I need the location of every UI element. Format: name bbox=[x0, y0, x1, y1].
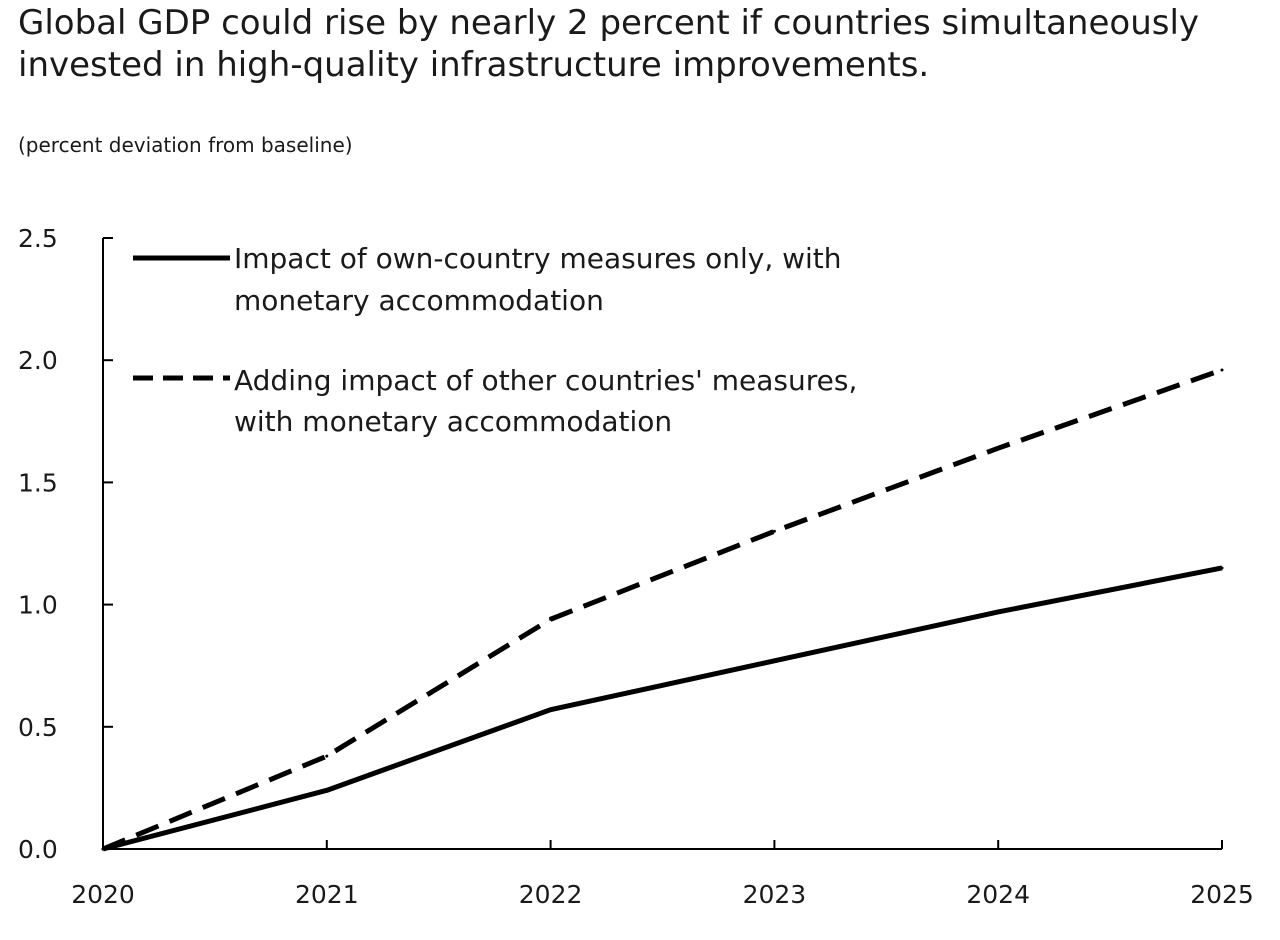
series-2-point bbox=[549, 617, 553, 621]
chart-series bbox=[101, 367, 1224, 852]
series-2-point bbox=[996, 446, 1000, 450]
x-tick-label: 2025 bbox=[1190, 880, 1254, 909]
series-2-point bbox=[325, 754, 329, 758]
series-line-2 bbox=[102, 367, 1223, 852]
series-1-point bbox=[1220, 566, 1224, 570]
x-tick-label: 2021 bbox=[295, 880, 359, 909]
legend-label-2: Adding impact of other countries' measur… bbox=[234, 364, 857, 397]
y-tick-label: 2.5 bbox=[18, 224, 58, 253]
series-1-point bbox=[996, 610, 1000, 614]
series-2-point bbox=[101, 847, 105, 851]
y-tick-label: 1.5 bbox=[18, 468, 58, 497]
chart-axes: 0.0 0.5 1.0 1.5 2.0 2.5 2020 2021 2022 2023 2024 20… bbox=[18, 224, 1254, 909]
x-tick-label: 2020 bbox=[71, 880, 135, 909]
y-tick-label: 1.0 bbox=[18, 591, 58, 620]
legend-label-1: Impact of own-country measures only, wit… bbox=[234, 242, 842, 275]
x-tick-label: 2023 bbox=[743, 880, 807, 909]
legend-label-2: with monetary accommodation bbox=[234, 405, 672, 438]
chart-title: Global GDP could rise by nearly 2 percen… bbox=[18, 3, 1200, 85]
series-1-point bbox=[772, 659, 776, 663]
chart-subtitle: (percent deviation from baseline) bbox=[18, 133, 353, 157]
y-tick-label: 2.0 bbox=[18, 346, 58, 375]
series-2-point bbox=[1220, 368, 1224, 372]
y-tick-label: 0.0 bbox=[18, 835, 58, 864]
chart-legend: Impact of own-country measures only, wit… bbox=[133, 242, 857, 438]
series-1-point bbox=[325, 788, 329, 792]
series-2-point bbox=[772, 529, 776, 533]
series-line-1 bbox=[102, 565, 1223, 852]
series-1-point bbox=[549, 708, 553, 712]
y-tick-label: 0.5 bbox=[18, 713, 58, 742]
legend-label-1: monetary accommodation bbox=[234, 284, 604, 317]
x-tick-label: 2024 bbox=[966, 880, 1030, 909]
x-tick-label: 2022 bbox=[519, 880, 583, 909]
